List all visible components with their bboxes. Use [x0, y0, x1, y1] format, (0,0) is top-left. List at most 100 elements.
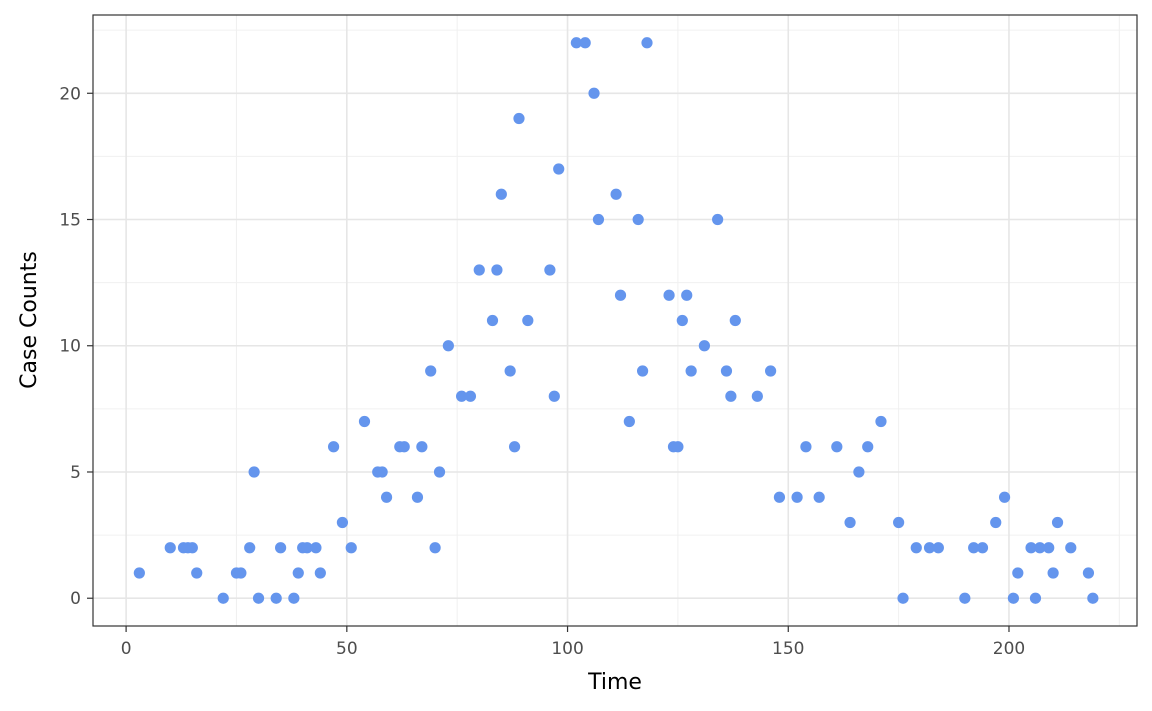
data-point [513, 112, 525, 125]
data-point [292, 567, 304, 579]
x-tick-label: 0 [121, 639, 132, 659]
data-point [932, 542, 944, 554]
data-point [579, 37, 591, 49]
y-tick-label: 20 [59, 84, 81, 104]
y-tick-label: 5 [70, 463, 81, 483]
data-point [720, 365, 733, 377]
data-point [380, 491, 393, 503]
data-point [570, 37, 582, 49]
data-point [636, 365, 649, 377]
data-point [248, 466, 260, 478]
data-point [495, 188, 507, 200]
data-point [411, 491, 424, 503]
data-point [632, 213, 644, 226]
data-point [1012, 567, 1024, 579]
data-point [416, 441, 428, 453]
data-point [725, 390, 737, 402]
data-point [235, 567, 247, 579]
data-point [425, 365, 437, 377]
data-point [831, 441, 843, 453]
data-point [893, 516, 905, 529]
x-axis-title: Time [587, 670, 642, 695]
x-tick-label: 150 [772, 639, 804, 659]
data-point [1025, 542, 1037, 554]
plot-background [93, 15, 1137, 626]
data-point [275, 542, 287, 554]
data-point [623, 415, 635, 428]
data-point [548, 390, 560, 402]
data-point [729, 314, 741, 327]
data-point [990, 516, 1002, 529]
y-axis-title: Case Counts [17, 251, 42, 389]
minor-gridlines [93, 15, 1137, 626]
data-point [522, 314, 534, 327]
data-point [473, 264, 485, 276]
data-point [875, 415, 887, 428]
data-point [614, 289, 627, 301]
data-point [133, 567, 145, 579]
data-point [314, 567, 326, 579]
x-axis: 0 50 100 150 200 [121, 626, 1025, 659]
data-point [663, 289, 675, 301]
data-point [751, 390, 763, 402]
data-point [1034, 542, 1046, 554]
y-tick-label: 10 [59, 337, 81, 357]
data-point [310, 542, 322, 554]
data-point [186, 542, 198, 554]
data-point [698, 340, 710, 352]
data-point [1065, 542, 1077, 554]
data-point [252, 592, 265, 604]
data-point [376, 466, 388, 478]
data-point [959, 592, 971, 604]
data-point [442, 340, 454, 352]
data-point [968, 542, 980, 554]
data-point [923, 542, 936, 554]
data-point [1007, 592, 1019, 604]
major-gridlines [93, 15, 1137, 626]
data-point [685, 365, 697, 377]
data-point [910, 542, 922, 554]
data-point [504, 365, 516, 377]
plot-border [92, 14, 1138, 627]
data-point [1087, 592, 1099, 604]
data-point [976, 542, 989, 554]
data-point [1051, 516, 1064, 529]
x-tick-label: 100 [551, 639, 583, 659]
data-point [610, 188, 622, 200]
data-point [491, 264, 503, 276]
data-point [358, 415, 371, 428]
data-point [791, 491, 803, 503]
data-points [133, 37, 1099, 604]
data-point [672, 441, 684, 453]
data-point [897, 592, 909, 604]
data-point [288, 592, 300, 604]
data-point [336, 516, 349, 529]
data-point [508, 441, 521, 453]
data-point [712, 213, 724, 226]
data-point [464, 390, 477, 402]
data-point [676, 314, 688, 327]
data-point [588, 87, 600, 99]
data-point [813, 491, 825, 503]
y-tick-label: 15 [59, 211, 81, 231]
x-tick-label: 200 [993, 639, 1025, 659]
data-point [1043, 542, 1055, 554]
data-point [164, 542, 176, 554]
data-point [191, 567, 203, 579]
data-point [862, 441, 874, 453]
data-point [592, 213, 605, 226]
y-tick-label: 0 [70, 589, 81, 609]
y-axis: 0 5 10 15 20 [59, 84, 93, 609]
data-point [998, 491, 1011, 503]
data-point [429, 542, 441, 554]
data-point [800, 441, 812, 453]
data-point [853, 466, 865, 478]
data-point [1047, 567, 1059, 579]
data-point [433, 466, 446, 478]
data-point [773, 491, 786, 503]
data-point [301, 542, 313, 554]
data-point [1082, 567, 1095, 579]
data-point [486, 314, 499, 327]
data-point [681, 289, 693, 301]
